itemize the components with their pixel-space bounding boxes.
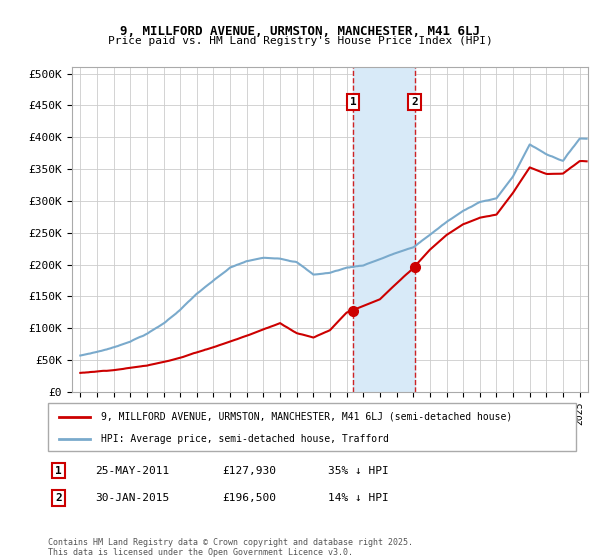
Text: Contains HM Land Registry data © Crown copyright and database right 2025.
This d: Contains HM Land Registry data © Crown c… [48,538,413,557]
Text: 2: 2 [55,493,62,503]
Text: 1: 1 [55,465,62,475]
Text: 2: 2 [411,97,418,107]
Text: Price paid vs. HM Land Registry's House Price Index (HPI): Price paid vs. HM Land Registry's House … [107,36,493,46]
Text: £127,930: £127,930 [222,465,276,475]
Text: 30-JAN-2015: 30-JAN-2015 [95,493,170,503]
Text: 9, MILLFORD AVENUE, URMSTON, MANCHESTER, M41 6LJ (semi-detached house): 9, MILLFORD AVENUE, URMSTON, MANCHESTER,… [101,412,512,422]
Text: 14% ↓ HPI: 14% ↓ HPI [328,493,389,503]
Text: 35% ↓ HPI: 35% ↓ HPI [328,465,389,475]
Bar [353,67,415,392]
Text: 1: 1 [350,97,356,107]
Text: £196,500: £196,500 [222,493,276,503]
FancyBboxPatch shape [48,403,576,451]
Text: 9, MILLFORD AVENUE, URMSTON, MANCHESTER, M41 6LJ: 9, MILLFORD AVENUE, URMSTON, MANCHESTER,… [120,25,480,38]
Text: 25-MAY-2011: 25-MAY-2011 [95,465,170,475]
Text: HPI: Average price, semi-detached house, Trafford: HPI: Average price, semi-detached house,… [101,434,389,444]
